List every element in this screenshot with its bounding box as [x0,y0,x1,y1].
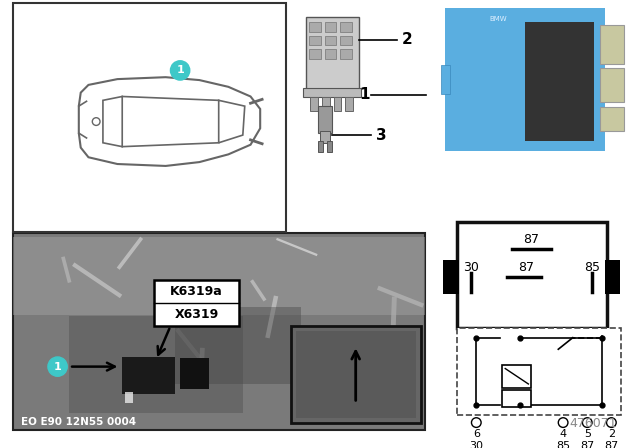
Bar [340,49,352,59]
Bar [322,98,330,111]
Text: 476071: 476071 [570,417,617,430]
Text: 2: 2 [608,429,615,439]
Bar [13,237,425,314]
Bar [525,22,594,141]
Bar [340,36,352,45]
Circle shape [558,418,568,427]
Bar [327,141,332,152]
Text: K6319a: K6319a [170,285,223,298]
Text: 30: 30 [463,261,479,274]
Text: 3: 3 [376,128,387,142]
Text: 1: 1 [360,87,370,102]
Circle shape [170,61,189,80]
Bar [125,392,133,403]
Circle shape [48,357,67,376]
Polygon shape [79,77,260,166]
Text: 6: 6 [473,429,480,439]
Text: 87: 87 [518,261,534,274]
Bar [122,357,175,394]
Bar [180,358,209,389]
Bar [309,22,321,32]
Bar [296,331,417,418]
Bar [305,17,358,90]
Circle shape [92,118,100,125]
Bar [600,25,624,64]
Bar [291,326,421,422]
Bar [333,98,341,111]
Bar [325,36,337,45]
Polygon shape [219,100,244,143]
Bar [309,36,321,45]
Bar [320,131,330,143]
Bar [345,98,353,111]
Bar [69,316,243,413]
Bar [175,307,301,384]
Bar [600,69,624,102]
Bar [502,365,531,388]
Bar [303,88,362,98]
Circle shape [582,418,592,427]
Bar [605,260,620,294]
Text: 1: 1 [176,65,184,75]
Circle shape [472,418,481,427]
Bar [445,8,605,151]
Text: X6319: X6319 [174,308,219,321]
Bar [502,390,531,407]
Bar [340,22,352,32]
Polygon shape [103,96,122,146]
Bar [457,222,607,328]
Text: 5: 5 [584,429,591,439]
Bar [600,107,624,131]
Text: 30: 30 [469,441,483,448]
Bar [325,49,337,59]
Bar [309,49,321,59]
Text: 2: 2 [402,32,413,47]
Text: 85: 85 [556,441,570,448]
Bar [318,141,323,152]
Text: EO E90 12N55 0004: EO E90 12N55 0004 [21,418,136,427]
Circle shape [607,418,616,427]
Bar [457,328,621,415]
Bar [154,280,239,326]
Bar [318,106,332,133]
Bar [444,260,459,294]
Text: 87: 87 [524,233,540,246]
Text: 4: 4 [559,429,566,439]
Bar [310,98,318,111]
Bar [325,22,337,32]
Bar [13,3,286,232]
Bar [440,65,451,94]
Text: 1: 1 [54,362,61,371]
Text: 87: 87 [604,441,618,448]
Text: 85: 85 [584,261,600,274]
Bar [13,233,425,430]
Text: 87: 87 [580,441,595,448]
Text: BMW: BMW [490,16,508,22]
